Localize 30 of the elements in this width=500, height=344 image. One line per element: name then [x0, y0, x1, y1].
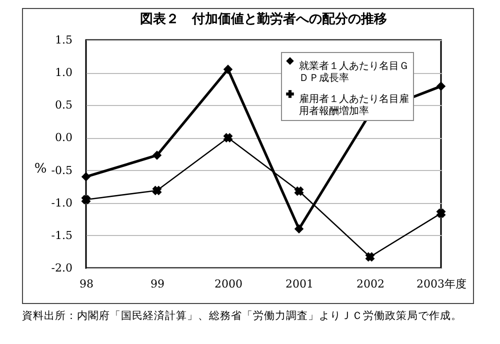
point [294, 186, 304, 196]
point [436, 82, 446, 91]
x-tick-label: 2002 [356, 278, 384, 290]
point [294, 224, 304, 234]
text: 資料出所：内閣府「国民経済計算」、総務省「労働力調査」よりＪＣ労働政策局で作成。 [22, 309, 463, 323]
point [366, 252, 374, 262]
y-tick-label: -0.5 [51, 164, 72, 177]
x-tick-label: 2000 [214, 278, 242, 290]
point [82, 172, 90, 182]
y-tick-label: 0.5 [55, 98, 72, 112]
chart-title: 図表２ 付加価値と勤労者への配分の推移 [140, 11, 387, 27]
point [82, 195, 90, 204]
y-tick-label: 1.0 [55, 66, 72, 80]
y-tick-label: 1.5 [55, 34, 72, 46]
point [436, 208, 446, 218]
y-tick-label: -2.0 [51, 262, 72, 274]
x-tick-label: 2003年度 [416, 278, 466, 290]
x-tick-label: 2001 [286, 278, 314, 290]
y-tick-label: 0.0 [55, 131, 72, 144]
y-axis-title: % [34, 162, 47, 176]
point [224, 64, 232, 74]
y-tick-label: -1.0 [51, 196, 72, 210]
point [152, 150, 162, 160]
point [152, 186, 162, 195]
legend-label: 雇用者１人あたり名目雇用者報酬増加率 [299, 93, 409, 117]
legend-label: 就業者１人あたり名目ＧＤＰ成長率 [299, 60, 409, 84]
y-tick-label: -1.5 [51, 228, 72, 242]
point [224, 133, 232, 142]
x-tick-label: 99 [150, 278, 164, 290]
x-tick-label: 98 [80, 278, 94, 290]
